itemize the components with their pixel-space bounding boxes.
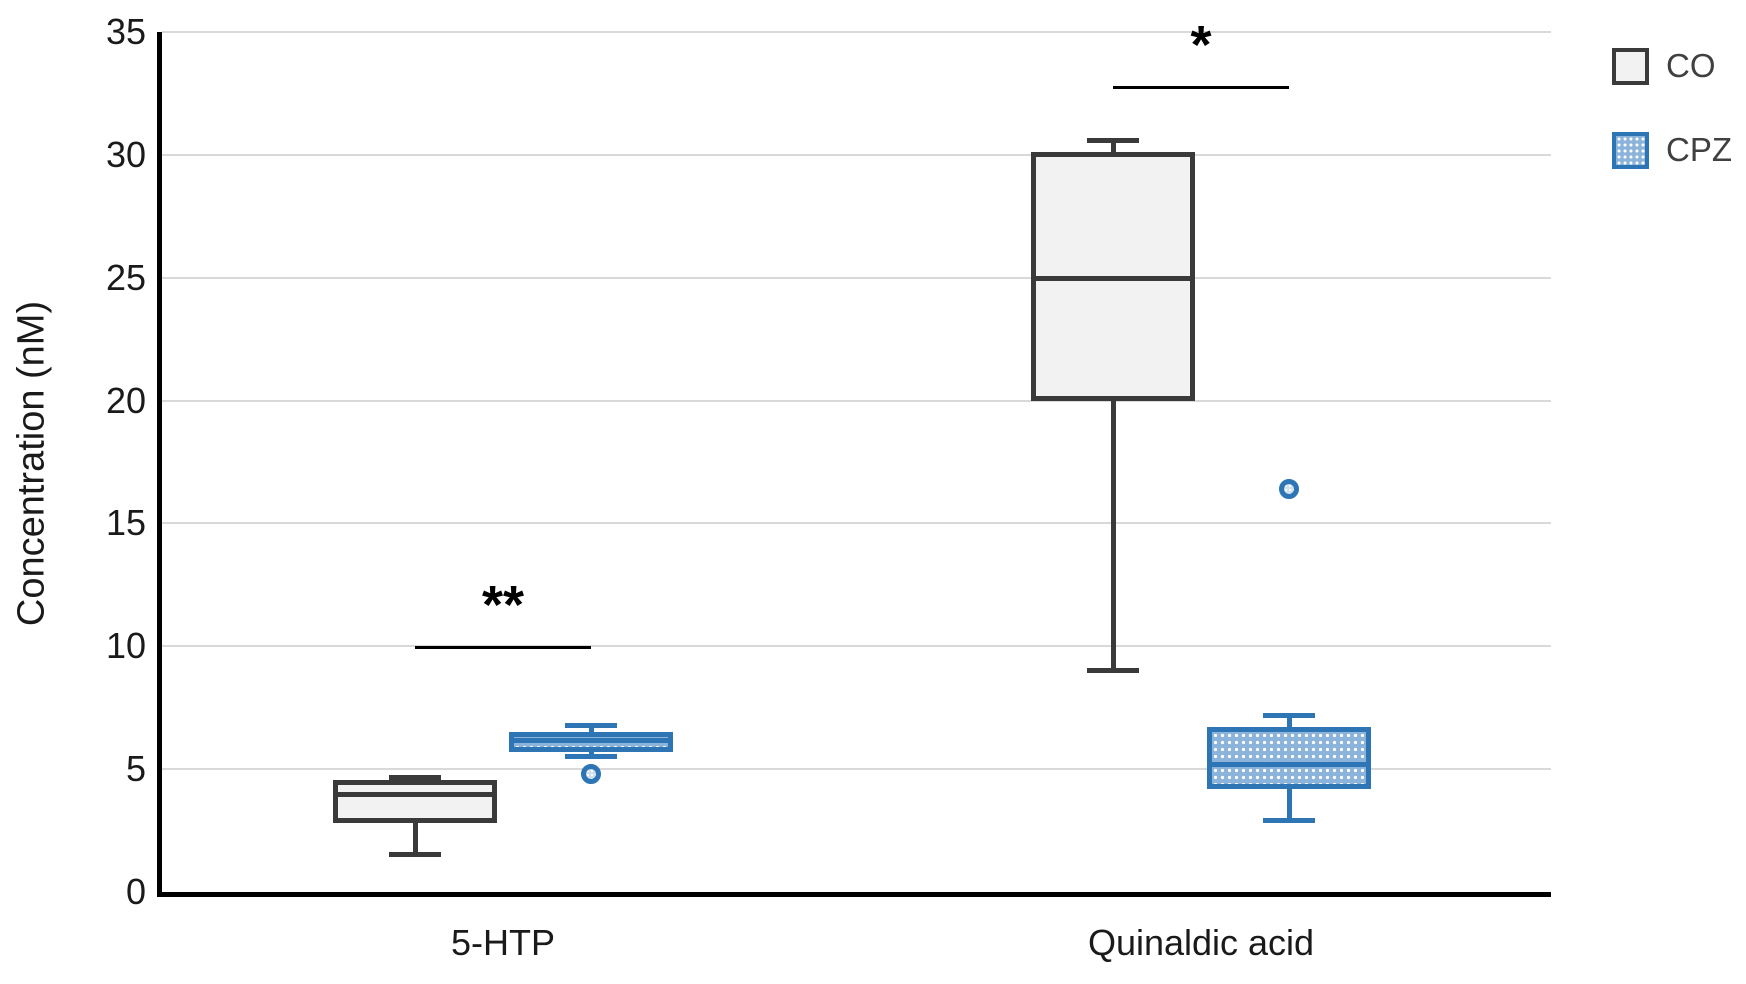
y-tick-label-25: 25	[105, 256, 146, 298]
y-tick-label-20: 20	[105, 379, 146, 421]
gridline-y-30	[162, 153, 1551, 156]
legend-item-cpz: CPZ	[1612, 130, 1732, 170]
median-5-htp-cpz	[514, 737, 668, 743]
legend-swatch-co	[1612, 47, 1649, 85]
legend-label-cpz: CPZ	[1666, 131, 1732, 168]
legend-swatch-cpz	[1612, 131, 1649, 169]
whisker-cap-lower-quinaldic-acid-co	[1087, 667, 1139, 673]
x-axis-line	[157, 892, 1551, 897]
whisker-cap-upper-5-htp-co	[389, 774, 441, 780]
significance-text-5-htp: **	[481, 575, 525, 636]
box-quinaldic-acid-cpz	[1207, 727, 1371, 789]
whisker-lower-quinaldic-acid-cpz	[1287, 788, 1292, 821]
y-axis-title: Concentration (nM)	[10, 300, 53, 627]
legend-label-co: CO	[1666, 47, 1716, 84]
plot-area: ** *	[157, 18, 1551, 897]
gridline-y-5	[162, 768, 1551, 771]
whisker-lower-quinaldic-acid-co	[1111, 400, 1116, 671]
whisker-cap-upper-quinaldic-acid-cpz	[1263, 713, 1315, 719]
gridline-y-10	[162, 645, 1551, 648]
whisker-lower-5-htp-co	[413, 823, 418, 856]
y-tick-label-10: 10	[105, 625, 146, 667]
median-5-htp-co	[338, 791, 492, 797]
y-tick-label-35: 35	[105, 11, 146, 52]
x-category-label-quinaldic-acid: Quinaldic acid	[1087, 922, 1315, 963]
significance-bar-5-htp	[415, 646, 591, 650]
whisker-cap-lower-5-htp-cpz	[565, 753, 617, 759]
outlier-5-htp-cpz-0	[581, 764, 601, 785]
x-category-label-5-htp: 5-HTP	[450, 922, 555, 963]
y-tick-label-5: 5	[125, 748, 146, 790]
median-quinaldic-acid-co	[1036, 275, 1190, 281]
gridline-y-35	[162, 31, 1551, 33]
legend-item-co: CO	[1612, 46, 1732, 86]
y-axis-line	[157, 32, 162, 897]
significance-text-quinaldic-acid: *	[1190, 15, 1212, 76]
whisker-cap-lower-5-htp-co	[389, 852, 441, 858]
y-tick-label-0: 0	[125, 871, 146, 912]
median-quinaldic-acid-cpz	[1212, 762, 1366, 768]
y-tick-label-30: 30	[105, 133, 146, 175]
whisker-upper-quinaldic-acid-co	[1111, 140, 1116, 153]
whisker-upper-quinaldic-acid-cpz	[1287, 715, 1292, 728]
gridline-y-15	[162, 522, 1551, 525]
box-5-htp-co	[333, 780, 497, 824]
whisker-cap-upper-5-htp-cpz	[565, 722, 617, 728]
outlier-quinaldic-acid-cpz-0	[1279, 479, 1299, 500]
legend: CO CPZ	[1612, 46, 1732, 214]
y-tick-label-15: 15	[105, 502, 146, 544]
whisker-cap-upper-quinaldic-acid-co	[1087, 138, 1139, 144]
whisker-upper-5-htp-cpz	[589, 724, 594, 733]
significance-bar-quinaldic-acid	[1113, 86, 1289, 90]
gridline-y-25	[162, 276, 1551, 279]
gridline-y-20	[162, 399, 1551, 402]
whisker-cap-lower-quinaldic-acid-cpz	[1263, 817, 1315, 823]
